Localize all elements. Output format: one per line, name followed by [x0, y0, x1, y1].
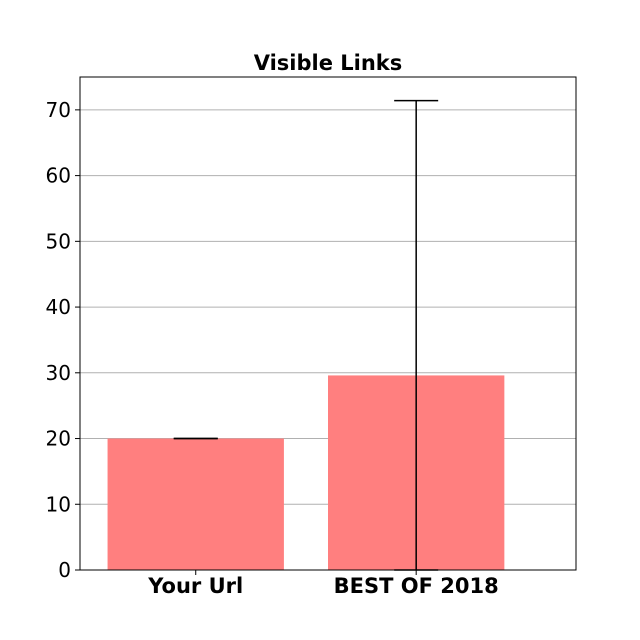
y-tick-label: 60: [46, 164, 71, 188]
y-axis: 0 10 20 30 40 50 60 70: [46, 98, 80, 582]
y-tick-label: 20: [46, 427, 71, 451]
y-tick-label: 0: [58, 558, 71, 582]
y-tick-label: 50: [46, 229, 71, 253]
x-tick-label: BEST OF 2018: [334, 574, 499, 598]
chart-title: Visible Links: [254, 51, 403, 75]
y-tick-label: 10: [46, 492, 71, 516]
plot-frame: [79, 76, 577, 571]
x-axis: Your Url BEST OF 2018: [147, 570, 499, 598]
y-tick-label: 40: [46, 295, 71, 319]
x-tick-label: Your Url: [147, 574, 243, 598]
y-tick-label: 30: [46, 361, 71, 385]
bar: [107, 438, 284, 570]
bars: [107, 375, 505, 570]
y-tick-label: 70: [46, 98, 71, 122]
